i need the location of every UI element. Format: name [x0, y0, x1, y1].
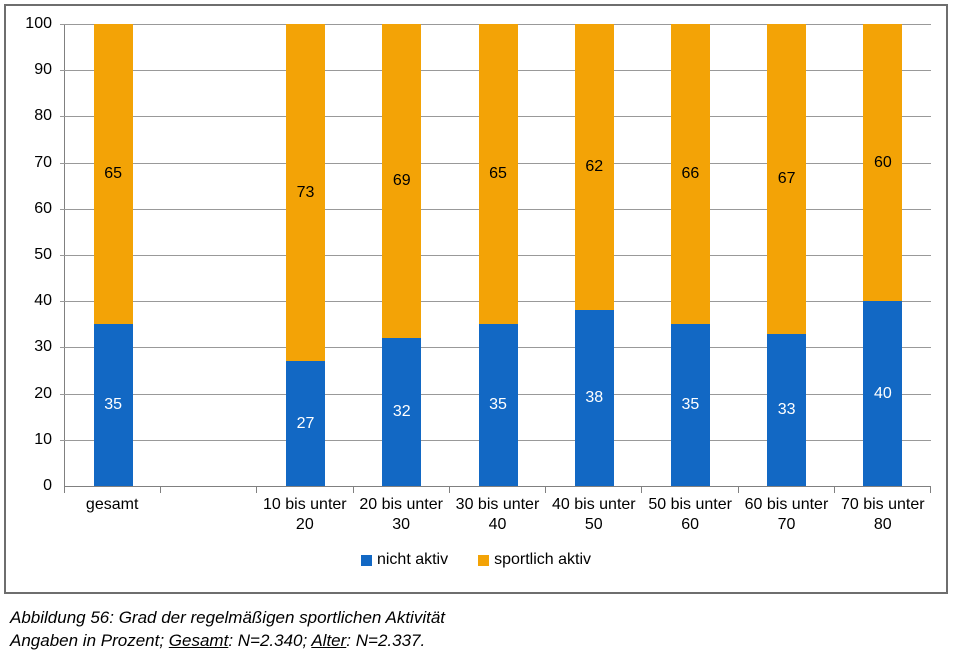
segment-nicht-aktiv: 33 [767, 333, 807, 486]
x-tick-mark [352, 487, 354, 493]
stacked-bar: 62 38 [574, 24, 614, 486]
caption-alter-term: Alter [311, 630, 347, 650]
y-tick-label: 80 [34, 107, 52, 125]
segment-sportlich-aktiv: 65 [478, 24, 518, 325]
y-axis: 0 10 20 30 40 50 60 70 80 90 100 [6, 15, 64, 494]
x-tick-mark [64, 487, 65, 493]
legend-swatch-icon [360, 554, 372, 566]
y-tick-label: 70 [34, 153, 52, 171]
segment-sportlich-aktiv: 69 [382, 24, 422, 339]
y-tick-label: 60 [34, 199, 52, 217]
stacked-bar: 73 27 [286, 24, 326, 486]
x-tick-mark [737, 487, 739, 493]
y-tick-label: 0 [43, 477, 52, 494]
segment-sportlich-aktiv: 65 [93, 24, 133, 325]
y-tick-label: 90 [34, 61, 52, 79]
segment-sportlich-aktiv: 73 [286, 24, 326, 362]
segment-nicht-aktiv: 35 [670, 324, 710, 486]
x-category-label: 30 bis unter 40 [455, 496, 540, 533]
y-tick-label: 20 [34, 384, 52, 402]
x-tick-mark [930, 487, 931, 493]
caption-line-2: Angaben in Prozent; Gesamt: N=2.340; Alt… [10, 630, 445, 653]
y-tick-label: 10 [34, 430, 52, 448]
stacked-bar: 65 35 [478, 24, 518, 486]
segment-nicht-aktiv: 35 [478, 324, 518, 486]
x-axis-labels: gesamt 10 bis unter 20 20 bis unter 30 30 bis… [64, 495, 931, 535]
caption-line-1: Abbildung 56: Grad der regelmäßigen spor… [10, 608, 445, 627]
stacked-bar: 69 32 [382, 24, 422, 486]
figure-caption: Abbildung 56: Grad der regelmäßigen spor… [10, 607, 445, 653]
segment-sportlich-aktiv: 62 [574, 24, 614, 311]
legend: nicht aktiv sportlich aktiv [6, 551, 946, 569]
segment-nicht-aktiv: 27 [286, 361, 326, 486]
x-category-label: 20 bis unter 30 [359, 496, 443, 533]
x-tick-mark [448, 487, 450, 493]
caption-line2-end: : N=2.337. [346, 630, 426, 650]
stacked-bar: 65 35 [93, 24, 133, 486]
segment-nicht-aktiv: 35 [93, 324, 133, 486]
x-tick-mark [833, 487, 835, 493]
segment-nicht-aktiv: 38 [574, 310, 614, 486]
stacked-bar: 67 33 [767, 24, 807, 486]
x-tick-mark [160, 487, 162, 493]
x-category-label: 10 bis unter 20 [263, 496, 347, 533]
x-category-label: gesamt [85, 496, 139, 513]
plot-area: 65 35 73 27 69 32 65 35 62 38 66 35 67 33 60 40 [60, 24, 931, 493]
segment-nicht-aktiv: 40 [863, 301, 903, 486]
legend-item: nicht aktiv [360, 551, 449, 569]
legend-label: nicht aktiv [376, 551, 449, 568]
x-tick-mark [256, 487, 258, 493]
segment-sportlich-aktiv: 67 [767, 24, 807, 334]
stacked-bar: 60 40 [863, 24, 903, 486]
caption-line2-mid: : N=2.340; [228, 630, 312, 650]
stacked-bar: 66 35 [670, 24, 710, 486]
y-tick-label: 40 [34, 292, 52, 310]
x-category-label: 40 bis unter 50 [552, 496, 636, 533]
segment-sportlich-aktiv: 66 [670, 24, 710, 325]
x-tick-mark [641, 487, 643, 493]
legend-item: sportlich aktiv [478, 551, 591, 569]
plot-row: 0 10 20 30 40 50 60 70 80 90 100 65 35 73 27 69 32 65 35 6… [6, 15, 946, 494]
y-tick-label: 100 [25, 15, 52, 32]
caption-line2-prefix: Angaben in Prozent; [10, 630, 169, 650]
chart-frame: 0 10 20 30 40 50 60 70 80 90 100 65 35 73 27 69 32 65 35 6… [4, 4, 948, 594]
segment-sportlich-aktiv: 60 [863, 24, 903, 302]
legend-label: sportlich aktiv [494, 551, 592, 568]
legend-swatch-icon [478, 554, 490, 566]
y-tick-label: 30 [34, 338, 52, 356]
segment-nicht-aktiv: 32 [382, 338, 422, 486]
x-category-label [160, 495, 256, 535]
x-category-label: 70 bis unter 80 [840, 496, 925, 533]
x-category-label: 50 bis unter 60 [648, 496, 732, 533]
y-tick-label: 50 [34, 246, 52, 263]
x-tick-mark [545, 487, 547, 493]
caption-gesamt-term: Gesamt [168, 630, 229, 650]
x-category-label: 60 bis unter 70 [744, 496, 829, 533]
